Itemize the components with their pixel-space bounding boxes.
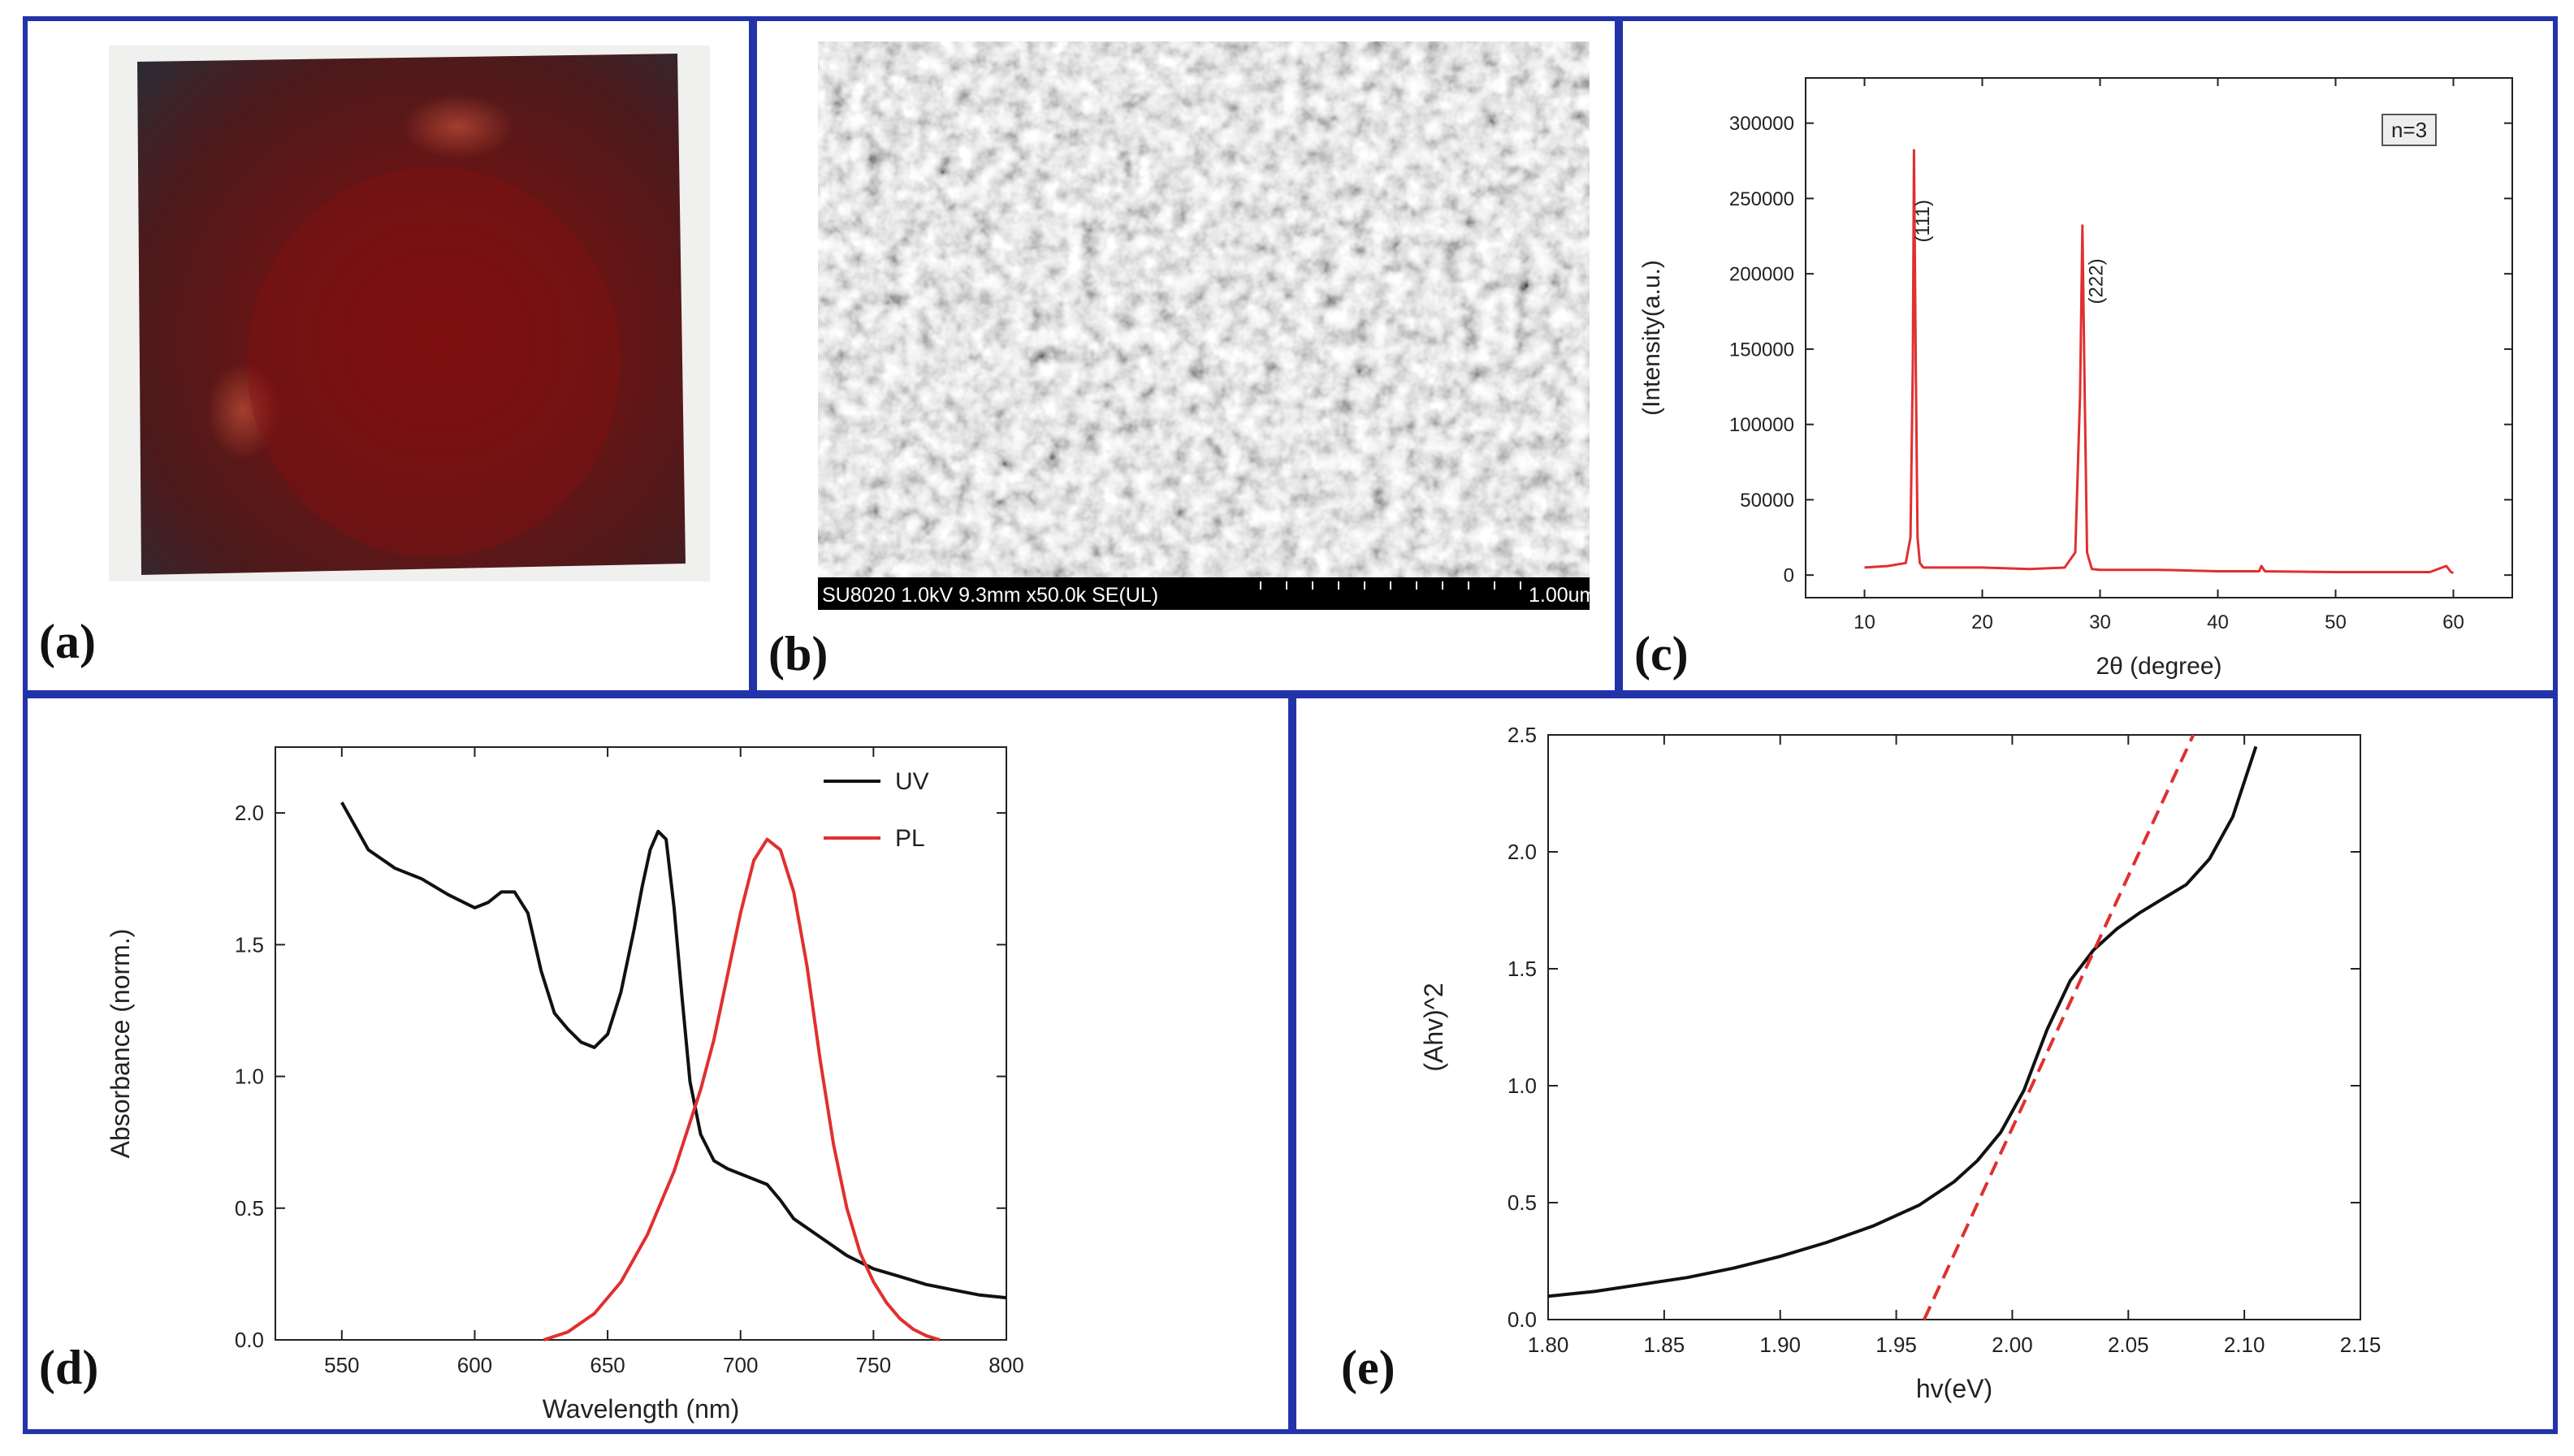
uv-pl-chart: 550 600 650 700 750 800 0.0 0.5 1.0 1.5 2.0 Wavelen… [106, 746, 1024, 1424]
panel-d: 550 600 650 700 750 800 0.0 0.5 1.0 1.5 2.0 Wavelen… [23, 693, 1293, 1434]
y-tick-label: 150000 [1729, 339, 1794, 361]
y-tick-label: 0.0 [1508, 1307, 1537, 1332]
y-tick-label: 1.5 [235, 932, 264, 957]
x-tick-label: 1.95 [1875, 1333, 1917, 1357]
x-axis-label: hv(eV) [1916, 1374, 1992, 1403]
y-tick-label: 2.5 [1508, 723, 1537, 747]
x-tick-label: 800 [989, 1353, 1023, 1377]
y-tick-label: 1.0 [1508, 1074, 1537, 1098]
plot-frame [1547, 734, 2361, 1320]
series-line-s1 [1923, 734, 2195, 1320]
x-tick-label: 30 [2089, 611, 2111, 633]
x-tick-label: 2.00 [1992, 1333, 2033, 1357]
xrd-chart: 10 20 30 40 50 60 0 50000 100000 150000 200000 2500… [1638, 77, 2513, 680]
x-tick-label: 1.85 [1644, 1333, 1685, 1357]
y-tick-label: 1.0 [235, 1065, 264, 1089]
legend-box [2381, 114, 2437, 146]
sem-caption: SU8020 1.0kV 9.3mm x50.0k SE(UL) [822, 584, 1159, 607]
x-tick-label: 600 [457, 1353, 492, 1377]
y-tick-label: 0.0 [235, 1328, 264, 1352]
plot-frame [275, 746, 1007, 1341]
tauc-chart: 1.80 1.85 1.90 1.95 2.00 2.05 2.10 2.15 0.0 0.5 1.… [1419, 723, 2381, 1403]
y-tick-label: 2.0 [235, 801, 264, 825]
x-tick-label: 1.80 [1528, 1333, 1569, 1357]
x-axis-label: 2θ (degree) [2096, 653, 2221, 680]
y-tick-label: 0.5 [235, 1196, 264, 1221]
series-line-uv [340, 801, 1007, 1300]
y-tick-label: 50000 [1740, 490, 1794, 512]
panel-c: 10 20 30 40 50 60 0 50000 100000 150000 200000 2500… [1618, 16, 2558, 695]
x-tick-label: 60 [2442, 611, 2464, 633]
sem-image [818, 41, 1590, 610]
sample-photo [28, 21, 749, 690]
peak-label: (222) [2085, 258, 2107, 304]
y-tick-label: 100000 [1729, 414, 1794, 436]
panel-a-label: (a) [39, 615, 96, 668]
y-axis-label: Absorbance (norm.) [106, 929, 135, 1159]
x-tick-label: 2.15 [2340, 1333, 2381, 1357]
x-tick-label: 50 [2325, 611, 2347, 633]
plot-frame [1805, 77, 2513, 598]
panel-e: 1.80 1.85 1.90 1.95 2.00 2.05 2.10 2.15 0.0 0.5 1.… [1291, 693, 2558, 1434]
series-line-s0 [1864, 149, 2454, 574]
panel-e-label: (e) [1341, 1341, 1395, 1394]
y-tick-label: 300000 [1729, 113, 1794, 135]
sem-scale-label: 1.00um [1529, 584, 1597, 607]
peak-label: (111) [1912, 200, 1934, 242]
y-tick-label: 250000 [1729, 188, 1794, 210]
x-tick-label: 40 [2207, 611, 2229, 633]
y-tick-label: 1.5 [1508, 957, 1537, 981]
x-tick-label: 700 [723, 1353, 758, 1377]
y-tick-label: 2.0 [1508, 840, 1537, 864]
series-line-s0 [1547, 745, 2258, 1298]
x-axis-label: Wavelength (nm) [543, 1394, 739, 1424]
x-tick-label: 2.05 [2108, 1333, 2149, 1357]
legend-text: n=3 [2391, 118, 2427, 142]
y-axis-label: (Ahv)^2 [1419, 983, 1448, 1071]
x-tick-label: 550 [324, 1353, 359, 1377]
panel-b: SU8020 1.0kV 9.3mm x50.0k SE(UL) 1.00um … [752, 16, 1620, 695]
x-tick-label: 10 [1854, 611, 1875, 633]
panel-b-label: (b) [768, 627, 828, 680]
panel-d-label: (d) [39, 1341, 99, 1394]
y-tick-label: 0.5 [1508, 1190, 1537, 1215]
legend-label-pl: PL [895, 825, 925, 852]
y-axis-label: (Intensity(a.u.) [1638, 260, 1665, 416]
panel-c-label: (c) [1634, 627, 1689, 680]
x-tick-label: 650 [590, 1353, 625, 1377]
x-tick-label: 2.10 [2224, 1333, 2265, 1357]
y-tick-label: 200000 [1729, 264, 1794, 286]
x-tick-label: 750 [856, 1353, 891, 1377]
panel-a: (a) [23, 16, 754, 695]
y-tick-label: 0 [1784, 565, 1794, 587]
series-line-pl [543, 837, 941, 1342]
legend-label-uv: UV [895, 768, 929, 795]
x-tick-label: 1.90 [1759, 1333, 1801, 1357]
x-tick-label: 20 [1971, 611, 1993, 633]
